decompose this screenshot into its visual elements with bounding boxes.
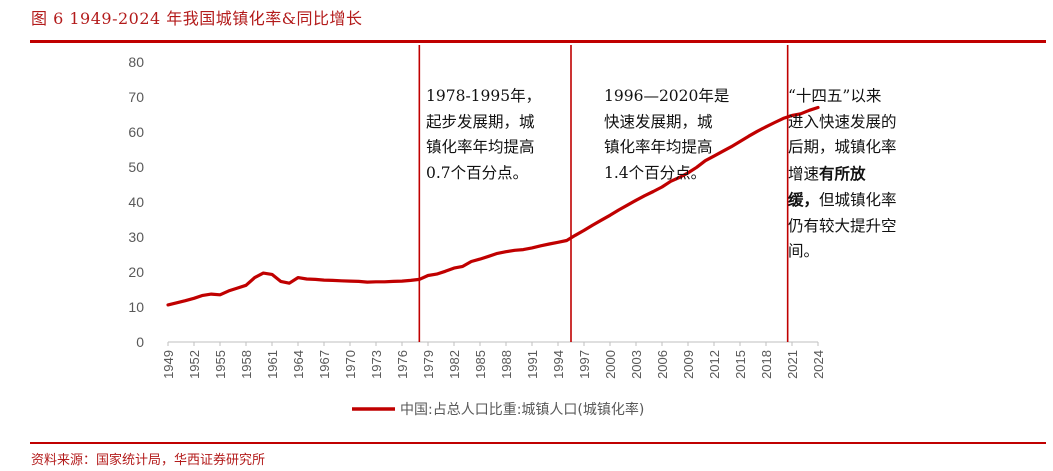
- y-tick-label: 70: [128, 89, 144, 105]
- annotation-text-part2: 但城镇化率 仍有较大提升空 间。: [788, 191, 897, 260]
- y-tick-label: 0: [136, 334, 144, 350]
- y-tick-label: 80: [128, 54, 144, 70]
- x-tick-label: 2021: [785, 350, 800, 379]
- x-tick-label: 2006: [655, 350, 670, 379]
- x-tick-label: 1973: [369, 350, 384, 379]
- y-tick-label: 10: [128, 299, 144, 315]
- x-tick-label: 1991: [525, 350, 540, 379]
- x-tick-label: 2018: [759, 350, 774, 379]
- x-tick-label: 1949: [161, 350, 176, 379]
- x-tick-label: 1955: [213, 350, 228, 379]
- y-axis: 0 10 20 30 40 50 60 70 80: [128, 54, 144, 350]
- x-tick-label: 1994: [551, 350, 566, 379]
- annotation-bold-part1: 有所放: [819, 163, 866, 183]
- y-tick-label: 40: [128, 194, 144, 210]
- y-tick-label: 60: [128, 124, 144, 140]
- y-tick-label: 30: [128, 229, 144, 245]
- annotation-14th-five-year-plan: “十四五”以来 进入快速发展的 后期，城镇化率 增速有所放 缓，但城镇化率 仍有…: [788, 84, 897, 265]
- x-tick-label: 1976: [395, 350, 410, 379]
- x-tick-label: 1985: [473, 350, 488, 379]
- bottom-rule: [30, 442, 1046, 444]
- figure-title: 图 6 1949-2024 年我国城镇化率&同比增长: [31, 9, 363, 28]
- x-tick-label: 1988: [499, 350, 514, 379]
- x-tick-label: 1982: [447, 350, 462, 379]
- y-tick-label: 50: [128, 159, 144, 175]
- source-note: 资料来源：国家统计局，华西证券研究所: [31, 453, 266, 468]
- legend: 中国:占总人口比重:城镇人口(城镇化率): [352, 401, 644, 418]
- series-line-urbanization: [166, 105, 820, 307]
- x-tick-label: 1970: [343, 350, 358, 379]
- x-axis: 1949 1952 1955 1958 1961 1964 1967 1970 1973 1976…: [161, 341, 826, 379]
- x-tick-label: 2012: [707, 350, 722, 379]
- x-tick-label: 2015: [733, 350, 748, 379]
- x-tick-label: 2009: [681, 350, 696, 379]
- x-tick-label: 2003: [629, 350, 644, 379]
- legend-label: 中国:占总人口比重:城镇人口(城镇化率): [400, 401, 644, 418]
- x-tick-label: 2024: [811, 350, 826, 379]
- x-tick-label: 1958: [239, 350, 254, 379]
- x-tick-label: 1964: [291, 350, 306, 379]
- x-tick-label: 1967: [317, 350, 332, 379]
- x-tick-label: 1961: [265, 350, 280, 379]
- annotation-1978-1995: 1978-1995年， 起步发展期，城 镇化率年均提高 0.7个百分点。: [426, 87, 542, 182]
- series-group: [166, 105, 820, 307]
- x-tick-label: 1997: [577, 350, 592, 379]
- annotation-bold-part2: 缓，: [788, 190, 820, 209]
- x-tick-label: 1952: [187, 350, 202, 379]
- period-divider-lines: [418, 45, 789, 342]
- x-tick-label: 1979: [421, 350, 436, 379]
- annotation-1996-2020: 1996—2020年是 快速发展期，城 镇化率年均提高 1.4个百分点。: [604, 87, 730, 182]
- x-tick-label: 2000: [603, 350, 618, 379]
- top-rule: [30, 40, 1046, 43]
- y-tick-label: 20: [128, 264, 144, 280]
- annotation-text-part1: “十四五”以来 进入快速发展的 后期，城镇化率 增速: [788, 87, 897, 183]
